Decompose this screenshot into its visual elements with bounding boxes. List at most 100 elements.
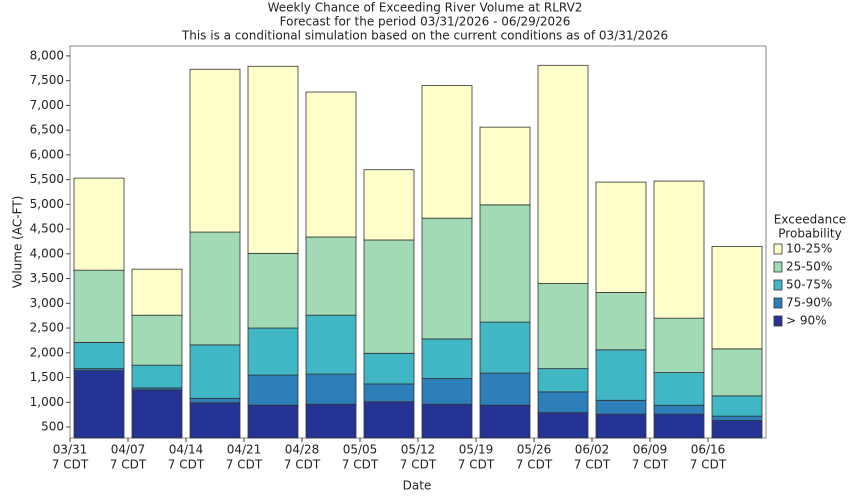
legend-title: Exceedance — [774, 213, 846, 227]
bar-segment — [363, 401, 415, 439]
bar-segment — [595, 399, 647, 415]
bar-segment — [131, 364, 183, 389]
y-tick-label: 8,000 — [30, 48, 64, 62]
bar-segment — [537, 412, 589, 439]
x-tick-label: 7 CDT — [516, 458, 553, 472]
bar-segment — [189, 231, 241, 346]
bar-segment — [653, 413, 705, 439]
bar-segment — [537, 391, 589, 414]
y-tick-label: 500 — [41, 420, 64, 434]
bar-segment — [305, 314, 357, 375]
x-tick-label: 7 CDT — [284, 458, 321, 472]
legend-swatch — [773, 315, 783, 327]
bar-segment — [363, 169, 415, 241]
y-tick-label: 1,000 — [30, 395, 64, 409]
bar-segment — [537, 283, 589, 370]
bar-segment — [421, 338, 473, 379]
bar-segment — [537, 368, 589, 393]
x-tick-label: 05/26 — [517, 443, 552, 457]
bar-segment — [363, 352, 415, 385]
bar-segment — [305, 91, 357, 238]
bar-segment — [421, 217, 473, 340]
chart-note: This is a conditional simulation based o… — [181, 29, 668, 43]
bar-segment — [595, 413, 647, 439]
bar-segment — [537, 64, 589, 284]
bar-segment — [711, 415, 763, 421]
x-tick-label: 05/05 — [343, 443, 378, 457]
y-tick-label: 5,500 — [30, 172, 64, 186]
bar-segment — [73, 177, 125, 271]
x-tick-label: 04/07 — [111, 443, 146, 457]
bar-segment — [479, 126, 531, 206]
x-tick-label: 7 CDT — [458, 458, 495, 472]
x-tick-label: 05/19 — [459, 443, 494, 457]
bar-segment — [363, 239, 415, 354]
legend-swatch — [773, 279, 783, 291]
bar-segment — [305, 373, 357, 405]
bar-segment — [247, 404, 299, 439]
legend-swatch — [773, 243, 783, 255]
x-tick-label: 04/14 — [169, 443, 204, 457]
bar-segment — [711, 395, 763, 417]
x-tick-label: 7 CDT — [168, 458, 205, 472]
bar-segment — [189, 68, 241, 233]
bar-segment — [73, 370, 125, 439]
bar-segment — [189, 402, 241, 439]
y-tick-label: 7,500 — [30, 73, 64, 87]
x-tick-label: 7 CDT — [226, 458, 263, 472]
y-tick-label: 5,000 — [30, 197, 64, 211]
bar-segment — [479, 372, 531, 406]
bar-segment — [653, 317, 705, 373]
bar-segment — [421, 85, 473, 219]
bar-segment — [421, 378, 473, 405]
bar-segment — [247, 252, 299, 329]
y-tick-label: 3,000 — [30, 296, 64, 310]
bar-segment — [131, 389, 183, 439]
y-tick-label: 1,500 — [30, 370, 64, 384]
bar-segment — [595, 181, 647, 293]
bar-segment — [421, 403, 473, 439]
legend-label: > 90% — [786, 314, 827, 328]
bar-segment — [653, 180, 705, 319]
bar-segment — [131, 268, 183, 316]
x-tick-label: 04/21 — [227, 443, 262, 457]
legend-swatch — [773, 261, 783, 273]
legend-label: 10-25% — [786, 242, 832, 256]
x-axis-label: Date — [403, 479, 432, 493]
x-tick-label: 7 CDT — [690, 458, 727, 472]
y-tick-label: 2,500 — [30, 321, 64, 335]
legend-label: 25-50% — [786, 260, 832, 274]
x-tick-label: 7 CDT — [110, 458, 147, 472]
chart-subtitle: Forecast for the period 03/31/2026 - 06/… — [280, 15, 571, 29]
bar-segment — [73, 341, 125, 370]
bar-segment — [595, 292, 647, 351]
y-axis-label: Volume (AC-FT) — [11, 196, 25, 289]
x-tick-label: 03/31 — [53, 443, 88, 457]
legend-label: 75-90% — [786, 296, 832, 310]
y-tick-label: 4,500 — [30, 222, 64, 236]
x-tick-label: 7 CDT — [52, 458, 89, 472]
bar-segment — [363, 383, 415, 403]
bar-segment — [189, 397, 241, 404]
bar-segment — [247, 65, 299, 254]
x-tick-label: 7 CDT — [574, 458, 611, 472]
x-tick-label: 06/09 — [633, 443, 668, 457]
x-tick-label: 7 CDT — [632, 458, 669, 472]
x-tick-label: 05/12 — [401, 443, 436, 457]
bar-segment — [711, 348, 763, 397]
bar-segment — [131, 314, 183, 366]
plot-area — [69, 45, 767, 439]
bar-segment — [479, 404, 531, 439]
bar-segment — [247, 374, 299, 406]
y-tick-label: 3,500 — [30, 271, 64, 285]
bar-segment — [305, 236, 357, 316]
bar-segment — [305, 403, 357, 439]
x-tick-label: 7 CDT — [400, 458, 437, 472]
bar-segment — [653, 404, 705, 415]
bar-segment — [189, 344, 241, 399]
y-tick-label: 6,000 — [30, 147, 64, 161]
y-tick-label: 7,000 — [30, 98, 64, 112]
y-tick-label: 4,000 — [30, 246, 64, 260]
